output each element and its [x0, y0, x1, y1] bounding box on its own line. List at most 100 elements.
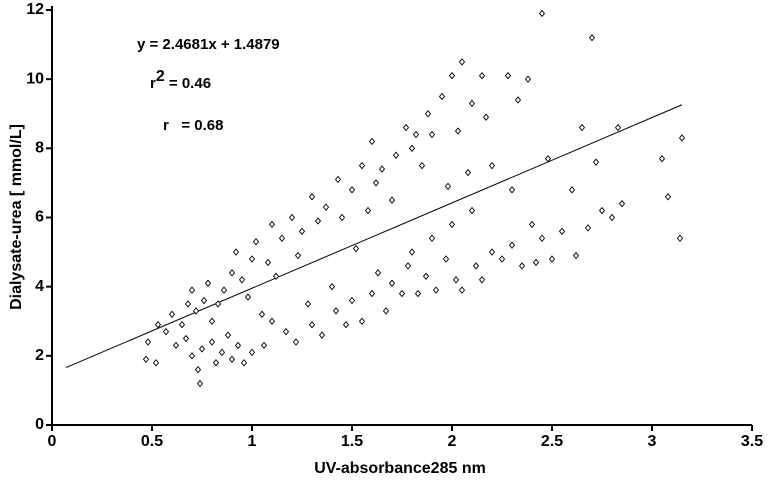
data-point: [322, 203, 330, 211]
data-point: [388, 279, 396, 287]
data-point: [278, 234, 286, 242]
data-point: [424, 110, 432, 118]
data-point: [308, 193, 316, 201]
r2-base: r: [150, 75, 156, 92]
y-axis-title: Dialysate-urea [ mmol/L]: [8, 124, 25, 310]
x-tick-label: 0: [48, 433, 57, 450]
data-point: [292, 338, 300, 346]
x-tick-label: 3.5: [741, 433, 763, 450]
r2-sup: 2: [156, 68, 165, 85]
data-point: [244, 293, 252, 301]
data-point: [392, 151, 400, 159]
data-point: [374, 269, 382, 277]
data-point: [194, 365, 202, 374]
data-point: [332, 307, 340, 315]
data-point: [168, 310, 176, 319]
data-point: [234, 341, 242, 350]
data-point: [228, 355, 236, 363]
data-point: [308, 321, 316, 329]
data-point: [188, 352, 196, 360]
data-point: [398, 289, 406, 298]
y-tick-label: 4: [35, 278, 44, 295]
data-point: [220, 286, 228, 294]
data-point: [282, 327, 290, 336]
data-point: [414, 289, 422, 298]
data-point: [342, 321, 350, 329]
data-point: [248, 348, 256, 357]
data-point: [488, 248, 496, 256]
data-point: [422, 272, 430, 280]
data-point: [214, 300, 222, 308]
x-tick-label: 1.5: [341, 433, 363, 450]
data-point: [352, 244, 360, 253]
data-point: [240, 359, 248, 367]
x-axis-title: UV-absorbance285 nm: [314, 460, 486, 477]
data-point: [508, 241, 516, 249]
data-point: [258, 310, 266, 319]
data-point: [528, 220, 536, 229]
data-point: [204, 279, 212, 287]
data-point: [264, 258, 272, 267]
data-point: [358, 161, 366, 170]
data-point: [378, 165, 386, 173]
data-point: [408, 144, 416, 153]
data-point: [518, 262, 526, 270]
data-point: [482, 113, 490, 121]
data-point: [432, 286, 440, 294]
data-point: [578, 123, 586, 132]
data-point: [614, 123, 622, 132]
data-point: [478, 72, 486, 80]
data-point: [514, 96, 522, 104]
data-point: [172, 341, 180, 350]
data-point: [472, 262, 480, 270]
data-point: [228, 269, 236, 277]
data-point: [142, 355, 150, 363]
data-point: [200, 296, 208, 305]
data-point: [208, 317, 216, 325]
data-point: [314, 217, 322, 225]
data-point: [288, 213, 296, 222]
data-point: [548, 255, 556, 263]
y-tick-label: 10: [26, 70, 44, 87]
data-point: [544, 155, 552, 163]
data-point: [458, 58, 466, 66]
data-point: [182, 334, 190, 343]
equation: y = 2.4681x + 1.4879: [137, 36, 280, 53]
r-value: r = 0.68: [163, 117, 223, 134]
x-tick-label: 0.5: [141, 433, 163, 450]
x-tick-label: 2.5: [541, 433, 563, 450]
r2-text: = 0.46: [165, 75, 211, 92]
data-point: [448, 72, 456, 80]
x-tick-label: 3: [648, 433, 657, 450]
data-point: [442, 255, 450, 263]
data-point: [538, 9, 546, 18]
data-point: [464, 168, 472, 177]
data-point: [268, 317, 276, 325]
data-point: [272, 272, 280, 280]
data-point: [162, 327, 170, 336]
data-point: [452, 276, 460, 284]
y-tick-label: 6: [35, 209, 44, 226]
data-point: [304, 300, 312, 308]
data-point: [208, 338, 216, 346]
data-point: [348, 186, 356, 194]
data-point: [524, 75, 532, 83]
data-point: [188, 286, 196, 294]
x-tick-label: 1: [248, 433, 257, 450]
data-point: [368, 289, 376, 298]
data-point: [558, 227, 566, 236]
data-point: [388, 196, 396, 204]
x-tick-label: 2: [448, 433, 457, 450]
data-point: [218, 348, 226, 357]
data-point: [232, 248, 240, 256]
data-point: [294, 251, 302, 260]
data-point: [468, 206, 476, 215]
data-point: [196, 379, 204, 388]
data-point: [252, 238, 260, 246]
y-tick-label: 0: [35, 416, 44, 433]
data-point: [298, 227, 306, 236]
data-point: [454, 127, 462, 135]
data-point: [608, 213, 616, 222]
data-point: [444, 182, 452, 191]
data-point: [382, 307, 390, 315]
